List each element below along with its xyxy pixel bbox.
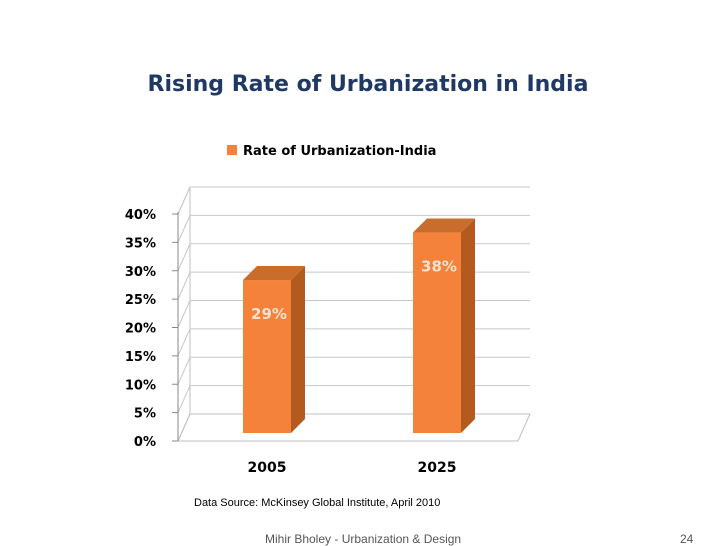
x-tick-label: 2025 — [418, 460, 457, 476]
y-tick-label: 35% — [125, 236, 156, 251]
bar — [413, 232, 461, 433]
data-label: 38% — [421, 258, 457, 276]
gridline — [177, 271, 530, 300]
chart-floor — [177, 413, 531, 442]
y-tick-label: 0% — [134, 435, 156, 450]
legend: Rate of Urbanization-India — [227, 144, 436, 159]
legend-label: Rate of Urbanization-India — [243, 144, 436, 159]
bar-top — [243, 266, 305, 281]
gridline — [177, 385, 530, 413]
gridlines — [177, 186, 530, 413]
data-source-note: Data Source: McKinsey Global Institute, … — [194, 497, 441, 509]
slide-title: Rising Rate of Urbanization in India — [147, 72, 589, 97]
chart-walls — [177, 186, 531, 442]
bar-side — [291, 266, 305, 433]
page-number: 24 — [680, 532, 694, 546]
bars: 29% 38% — [243, 218, 475, 433]
gridline — [177, 328, 530, 357]
y-tick-label: 15% — [125, 350, 156, 365]
x-tick-label: 2005 — [248, 460, 287, 476]
y-tick-label: 25% — [125, 293, 156, 308]
gridline — [177, 356, 530, 385]
y-axis-ticks: 0% 5% 10% 15% 20% 25% 30% 35% 40% — [125, 208, 179, 450]
footer-text: Mihir Bholey - Urbanization & Design — [265, 532, 462, 546]
bar-side — [461, 218, 475, 433]
legend-swatch — [227, 145, 237, 155]
gridline — [177, 300, 530, 328]
gridline — [177, 243, 530, 271]
bar — [243, 280, 291, 433]
bar-top — [413, 218, 475, 233]
y-tick-label: 5% — [134, 407, 156, 422]
y-tick-label: 30% — [125, 265, 156, 280]
x-axis-labels: 2005 2025 — [248, 460, 457, 476]
data-label: 29% — [251, 305, 287, 323]
gridline — [177, 186, 530, 215]
y-tick-label: 20% — [125, 322, 156, 337]
gridline — [177, 214, 530, 243]
y-tick-label: 40% — [125, 208, 156, 223]
y-tick-label: 10% — [125, 378, 156, 393]
